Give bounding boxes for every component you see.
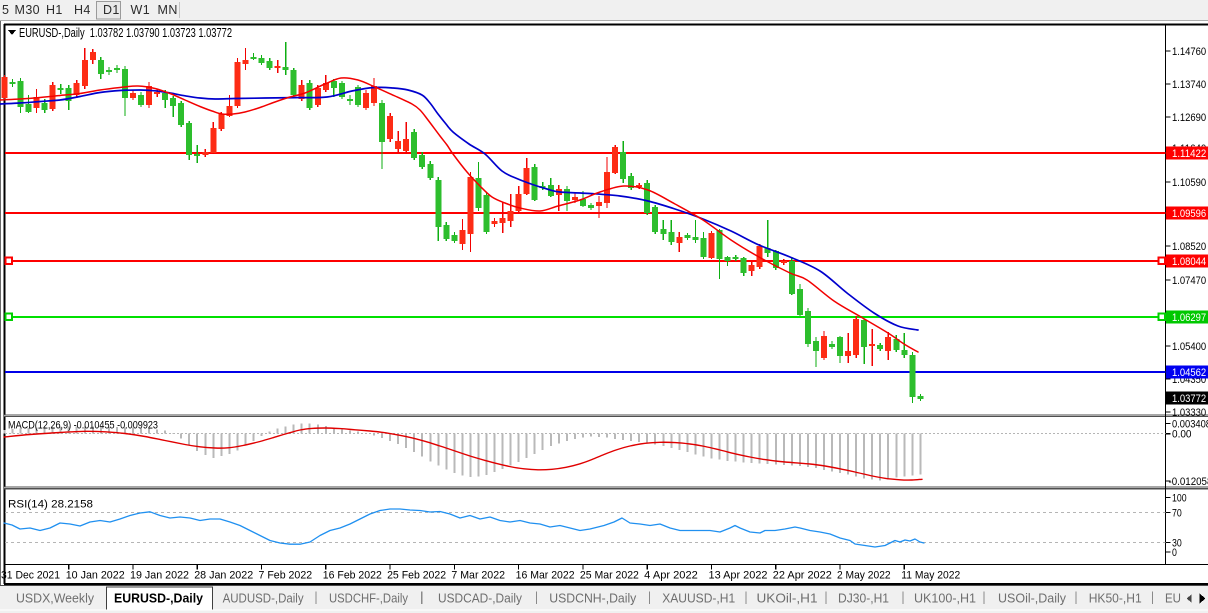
svg-text:MN: MN bbox=[158, 3, 178, 17]
svg-text:13 Apr 2022: 13 Apr 2022 bbox=[709, 570, 768, 582]
svg-text:D1: D1 bbox=[103, 3, 120, 17]
svg-text:16 Mar 2022: 16 Mar 2022 bbox=[516, 570, 575, 582]
svg-text:19 Jan 2022: 19 Jan 2022 bbox=[130, 570, 189, 582]
svg-text:16 Feb 2022: 16 Feb 2022 bbox=[323, 570, 382, 582]
svg-text:EU: EU bbox=[1165, 592, 1181, 606]
svg-text:-0.012058: -0.012058 bbox=[1169, 476, 1208, 488]
svg-text:1.14760: 1.14760 bbox=[1172, 46, 1206, 58]
svg-text:1.04562: 1.04562 bbox=[1172, 367, 1206, 379]
svg-text:1.05400: 1.05400 bbox=[1172, 341, 1206, 353]
svg-text:UKOil-,H1: UKOil-,H1 bbox=[757, 592, 818, 606]
svg-text:AUDUSD-,Daily: AUDUSD-,Daily bbox=[223, 592, 305, 606]
svg-text:30: 30 bbox=[1172, 538, 1182, 550]
svg-text:USDCHF-,Daily: USDCHF-,Daily bbox=[329, 592, 409, 606]
svg-text:25 Mar 2022: 25 Mar 2022 bbox=[580, 570, 639, 582]
svg-text:USDCAD-,Daily: USDCAD-,Daily bbox=[438, 592, 523, 606]
svg-text:70: 70 bbox=[1172, 508, 1182, 520]
svg-text:XAUUSD-,H1: XAUUSD-,H1 bbox=[662, 592, 735, 606]
svg-text:USDX,Weekly: USDX,Weekly bbox=[16, 592, 95, 606]
svg-text:RSI(14) 28.2158: RSI(14) 28.2158 bbox=[8, 499, 93, 511]
svg-text:1.08520: 1.08520 bbox=[1172, 241, 1206, 253]
svg-text:28 Jan 2022: 28 Jan 2022 bbox=[194, 570, 253, 582]
svg-text:22 Apr 2022: 22 Apr 2022 bbox=[773, 570, 832, 582]
svg-text:USDCNH-,Daily: USDCNH-,Daily bbox=[549, 592, 637, 606]
svg-text:31 Dec 2021: 31 Dec 2021 bbox=[1, 570, 60, 582]
svg-text:USOil-,Daily: USOil-,Daily bbox=[998, 592, 1067, 606]
svg-text:W1: W1 bbox=[131, 3, 151, 17]
svg-text:100: 100 bbox=[1172, 493, 1187, 505]
svg-text:UK100-,H1: UK100-,H1 bbox=[914, 592, 976, 606]
svg-text:0.003408: 0.003408 bbox=[1172, 419, 1208, 431]
svg-text:7 Mar 2022: 7 Mar 2022 bbox=[451, 570, 505, 582]
svg-text:HK50-,H1: HK50-,H1 bbox=[1089, 592, 1142, 606]
svg-text:M30: M30 bbox=[15, 3, 41, 17]
svg-text:10 Jan 2022: 10 Jan 2022 bbox=[66, 570, 125, 582]
svg-text:0: 0 bbox=[1172, 547, 1177, 559]
svg-text:H1: H1 bbox=[46, 3, 63, 17]
svg-text:EURUSD-,Daily 1.03782 1.03790: EURUSD-,Daily 1.03782 1.03790 1.03723 1.… bbox=[19, 26, 232, 40]
svg-text:1.03772: 1.03772 bbox=[1172, 393, 1206, 405]
svg-text:7 Feb 2022: 7 Feb 2022 bbox=[259, 570, 313, 582]
svg-text:1.11422: 1.11422 bbox=[1172, 148, 1206, 160]
svg-text:11 May 2022: 11 May 2022 bbox=[901, 570, 960, 582]
svg-text:1.07470: 1.07470 bbox=[1172, 275, 1206, 287]
svg-text:2 May 2022: 2 May 2022 bbox=[837, 570, 891, 582]
svg-text:DJ30-,H1: DJ30-,H1 bbox=[838, 592, 889, 606]
svg-text:1.08044: 1.08044 bbox=[1172, 256, 1206, 268]
svg-text:MACD(12,26,9) -0.010455 -0.009: MACD(12,26,9) -0.010455 -0.009923 bbox=[8, 420, 158, 432]
svg-text:1.10590: 1.10590 bbox=[1172, 177, 1206, 189]
svg-text:5: 5 bbox=[2, 3, 9, 17]
svg-text:H4: H4 bbox=[74, 3, 91, 17]
svg-text:4 Apr 2022: 4 Apr 2022 bbox=[644, 570, 698, 582]
svg-text:1.12690: 1.12690 bbox=[1172, 112, 1206, 124]
svg-text:1.03330: 1.03330 bbox=[1172, 407, 1206, 419]
svg-text:1.13740: 1.13740 bbox=[1172, 79, 1206, 91]
svg-text:1.06297: 1.06297 bbox=[1172, 312, 1206, 324]
svg-text:25 Feb 2022: 25 Feb 2022 bbox=[387, 570, 446, 582]
svg-text:1.09596: 1.09596 bbox=[1172, 208, 1206, 220]
svg-text:EURUSD-,Daily: EURUSD-,Daily bbox=[114, 592, 203, 606]
svg-text:0.00: 0.00 bbox=[1172, 429, 1192, 441]
